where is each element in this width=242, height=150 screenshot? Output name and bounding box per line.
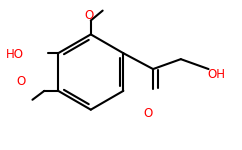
Text: O: O (16, 75, 25, 88)
Text: O: O (84, 9, 93, 22)
Text: O: O (144, 107, 153, 120)
Text: HO: HO (5, 48, 23, 61)
Text: OH: OH (208, 68, 226, 81)
